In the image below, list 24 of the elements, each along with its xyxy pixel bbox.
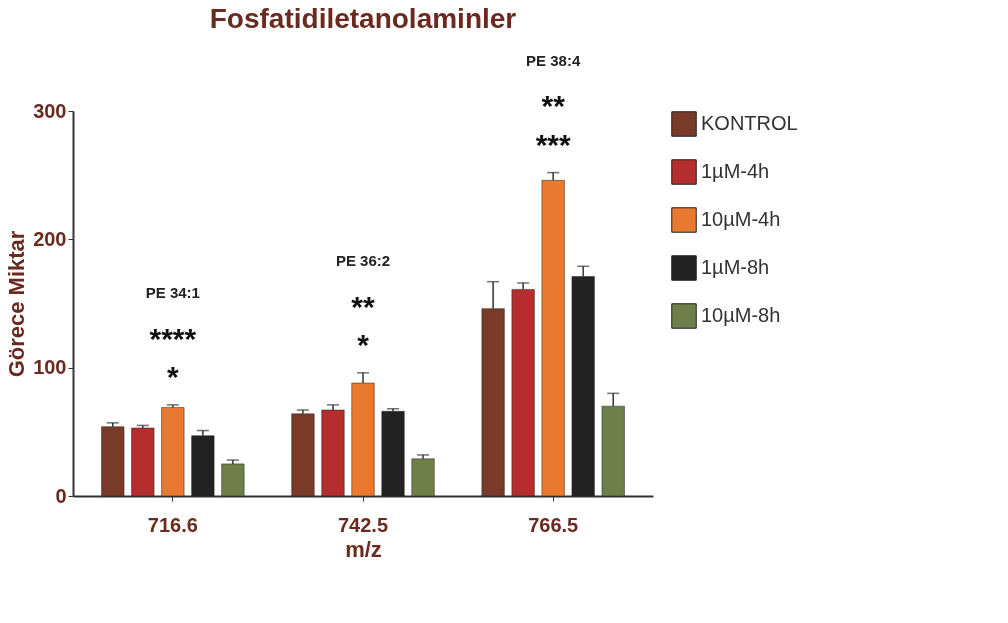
y-tick-label: 300 [33, 99, 67, 122]
x-tick-label: 742.5 [337, 513, 389, 536]
x-tick-label: 716.6 [147, 513, 198, 536]
annotation: ** [541, 89, 566, 123]
annotation: **** [149, 321, 197, 355]
legend-label: 10µM-8h [701, 304, 781, 326]
annotation: ** [351, 289, 375, 323]
legend-label: 1µM-4h [701, 160, 770, 182]
text: PE 38:4 [526, 51, 581, 69]
y-axis-title: Görece Miktar [4, 230, 30, 378]
x-axis-title: m/z [345, 536, 382, 562]
legend-label: KONTROL [701, 112, 798, 134]
x-tick-label: 766.5 [528, 513, 579, 536]
legend-label: 10µM-4h [701, 208, 781, 230]
chart-title: Fosfatidiletanolaminler [209, 2, 517, 34]
annotation: * [166, 360, 179, 394]
annotation: *** [535, 127, 571, 161]
annotation: PE 34:1 [145, 284, 200, 302]
y-tick-label: 0 [55, 484, 67, 507]
annotation: PE 36:2 [335, 252, 391, 270]
y-tick-label: 100 [33, 356, 67, 379]
legend-label: 1µM-8h [701, 256, 770, 278]
y-tick-label: 200 [33, 227, 67, 250]
annotation: * [357, 328, 370, 362]
